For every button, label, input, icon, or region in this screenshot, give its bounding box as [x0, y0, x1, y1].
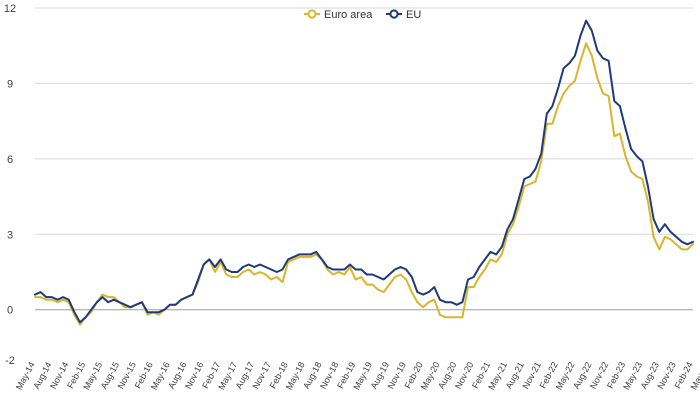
- legend: Euro area EU: [304, 9, 421, 21]
- y-tick-label: 3: [7, 229, 13, 241]
- series-lines: [34, 19, 694, 326]
- x-tick-label: May-24: [689, 360, 700, 391]
- legend-label-euro-area: Euro area: [324, 9, 373, 21]
- y-tick-label: 6: [7, 154, 13, 166]
- y-tick-label: 0: [7, 305, 13, 317]
- y-tick-label: 12: [4, 3, 16, 15]
- x-axis-tick-labels: May-14Aug-14Nov-14Feb-15May-15Aug-15Nov-…: [14, 360, 700, 391]
- legend-marker-eu: [389, 9, 399, 19]
- legend-item-eu[interactable]: EU: [386, 9, 421, 21]
- y-tick-label: -2: [5, 355, 15, 367]
- gridlines: [35, 7, 693, 311]
- y-axis-tick-labels: -2 0 3 6 9 12: [4, 3, 16, 367]
- legend-item-euro-area[interactable]: Euro area: [304, 9, 373, 21]
- legend-label-eu: EU: [406, 9, 421, 21]
- series-line-euro-area: [34, 42, 694, 326]
- series-line-eu: [34, 19, 694, 324]
- legend-marker-euro-area: [307, 9, 317, 19]
- y-tick-label: 9: [7, 78, 13, 90]
